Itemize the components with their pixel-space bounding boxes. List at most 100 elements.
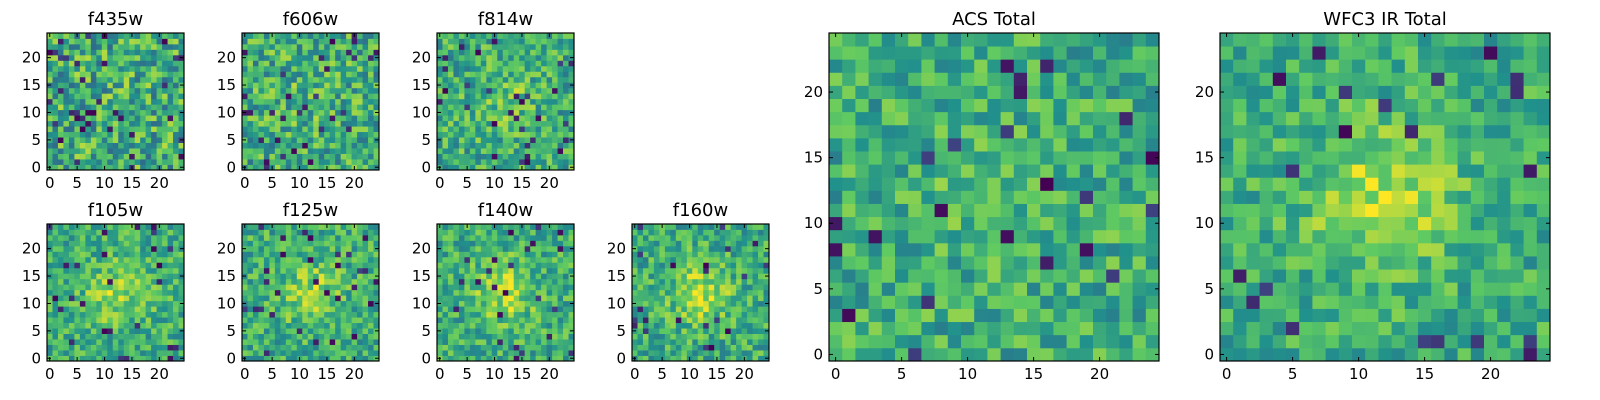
heatmap-cell — [632, 256, 638, 263]
heatmap-cell — [453, 131, 460, 138]
heatmap-cell — [162, 131, 168, 138]
heatmap-cell — [469, 278, 476, 285]
heatmap-cell — [508, 159, 515, 165]
heatmap-cell — [1040, 256, 1054, 270]
heatmap-cell — [68, 87, 75, 94]
heatmap-cell — [747, 229, 753, 236]
heatmap-cell — [173, 65, 179, 72]
heatmap-cell — [491, 120, 498, 127]
heatmap-cell — [719, 289, 726, 296]
heatmap-cell — [557, 306, 564, 313]
heatmap-cell — [247, 76, 254, 83]
heatmap-cell — [703, 333, 710, 340]
heatmap-cell — [730, 251, 737, 258]
heatmap-cell — [123, 273, 130, 280]
heatmap-cell — [519, 38, 526, 45]
heatmap-cell — [357, 306, 363, 313]
heatmap-cell — [519, 104, 526, 111]
heatmap-cell — [85, 148, 92, 154]
heatmap-cell — [725, 333, 732, 340]
heatmap-cell — [357, 137, 363, 143]
heatmap-cell — [895, 347, 909, 362]
heatmap-cell — [362, 350, 369, 356]
heatmap-cell — [513, 33, 520, 39]
heatmap-cell — [437, 71, 443, 78]
heatmap-cell — [541, 328, 547, 334]
heatmap-cell — [368, 344, 374, 351]
heatmap-cell — [497, 54, 504, 61]
heatmap-cell — [151, 229, 157, 236]
heatmap-cell — [134, 49, 141, 56]
heatmap-cell — [1066, 256, 1081, 270]
heatmap-cell — [1027, 242, 1041, 257]
heatmap-cell — [252, 87, 259, 94]
heatmap-cell — [642, 284, 649, 291]
heatmap-cell — [719, 339, 726, 345]
heatmap-cell — [357, 65, 363, 72]
heatmap-cell — [134, 126, 141, 133]
heatmap-cell — [242, 76, 248, 83]
heatmap-cell — [447, 278, 454, 285]
heatmap-cell — [156, 126, 163, 133]
heatmap-cell — [112, 93, 119, 100]
heatmap-cell — [280, 153, 287, 160]
heatmap-cell — [340, 355, 347, 362]
heatmap-cell — [57, 120, 64, 127]
heatmap-cell — [664, 267, 671, 274]
panel-title: f105w — [88, 200, 143, 221]
heatmap-cell — [123, 262, 130, 269]
heatmap-cell — [296, 153, 303, 160]
heatmap-cell — [675, 234, 682, 241]
heatmap-cell — [961, 347, 975, 362]
heatmap-cell — [118, 267, 125, 274]
heatmap-cell — [535, 278, 542, 285]
heatmap-cell — [291, 153, 298, 160]
heatmap-cell — [324, 98, 331, 105]
heatmap-cell — [546, 137, 553, 143]
heatmap-cell — [324, 54, 331, 61]
heatmap-cell — [497, 60, 504, 67]
heatmap-cell — [151, 137, 157, 143]
heatmap-cell — [373, 284, 380, 291]
heatmap-cell — [302, 159, 309, 165]
heatmap-cell — [329, 311, 336, 318]
heatmap-cell — [502, 43, 509, 50]
heatmap-cell — [1027, 177, 1041, 191]
heatmap-cell — [362, 76, 369, 83]
heatmap-cell — [134, 109, 141, 116]
x-tick-label: 20 — [540, 365, 559, 383]
heatmap-cell — [63, 82, 70, 89]
heatmap-cell — [442, 273, 449, 280]
heatmap-cell — [447, 251, 454, 258]
heatmap-cell — [464, 229, 471, 236]
heatmap-cell — [1119, 282, 1133, 296]
heatmap-cell — [546, 245, 553, 252]
heatmap-cell — [464, 289, 471, 296]
heatmap-cell — [508, 251, 515, 258]
heatmap-cell — [686, 295, 693, 302]
heatmap-cell — [546, 317, 553, 324]
heatmap-cell — [947, 203, 962, 218]
heatmap-cell — [1132, 334, 1147, 349]
heatmap-cell — [648, 245, 655, 252]
heatmap-cell — [437, 344, 443, 351]
heatmap-cell — [112, 339, 119, 345]
heatmap-cell — [340, 153, 347, 160]
heatmap-cell — [313, 262, 320, 269]
heatmap-cell — [134, 295, 141, 302]
heatmap-cell — [90, 284, 97, 291]
heatmap-cell — [1040, 321, 1054, 336]
heatmap-cell — [568, 115, 575, 122]
heatmap-cell — [458, 153, 465, 160]
heatmap-cell — [524, 273, 531, 280]
heatmap-cell — [719, 328, 726, 334]
heatmap-cell — [670, 273, 677, 280]
heatmap-cell — [491, 339, 498, 345]
heatmap-cell — [57, 49, 64, 56]
heatmap-cell — [167, 306, 174, 313]
heatmap-cell — [280, 93, 287, 100]
heatmap-cell — [437, 120, 443, 127]
heatmap-cell — [318, 251, 325, 258]
heatmap-cell — [373, 71, 380, 78]
heatmap-cell — [90, 300, 97, 307]
